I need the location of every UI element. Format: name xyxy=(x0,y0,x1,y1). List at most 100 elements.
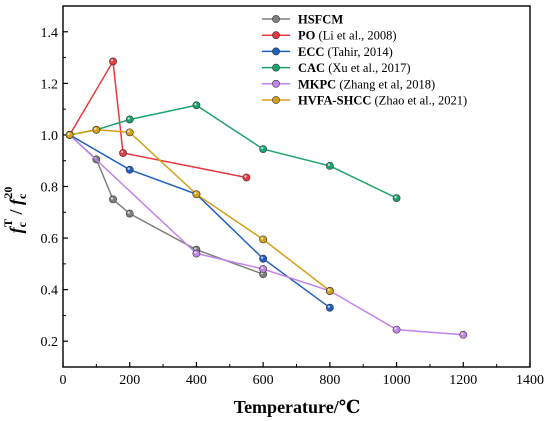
data-point-highlight xyxy=(260,266,264,270)
data-point-highlight xyxy=(94,127,97,130)
legend-label: PO (Li et al., 2008) xyxy=(298,29,397,43)
data-point-highlight xyxy=(110,59,114,62)
data-point xyxy=(92,125,101,134)
x-tick-label: 1400 xyxy=(516,373,544,388)
data-point-highlight xyxy=(394,327,397,330)
y-axis-title-sub2: c xyxy=(15,193,29,199)
legend-label-rest: (Li et al., 2008) xyxy=(315,29,396,43)
series-1 xyxy=(65,57,251,182)
data-point xyxy=(259,265,268,273)
y-tick-label: 0.4 xyxy=(41,284,59,299)
y-axis-title-slash: / xyxy=(6,205,26,219)
legend-label-rest: (Xu et al., 2017) xyxy=(325,61,410,75)
x-tick-label: 400 xyxy=(186,373,207,388)
x-tick-label: 1000 xyxy=(383,373,411,388)
series-5 xyxy=(65,125,334,295)
data-point xyxy=(242,173,251,182)
data-point xyxy=(192,101,201,110)
y-tick-label: 0.8 xyxy=(41,181,59,196)
data-point-highlight xyxy=(67,132,70,136)
y-axis-title-sup2: 20 xyxy=(1,187,15,199)
data-point xyxy=(109,195,117,204)
series-line xyxy=(69,59,247,179)
series-3 xyxy=(65,101,401,203)
legend-label-bold: HVFA-SHCC xyxy=(298,94,371,108)
data-point xyxy=(325,303,334,312)
data-point xyxy=(259,254,268,263)
legend-marker xyxy=(272,96,280,104)
series-0 xyxy=(65,131,268,279)
data-point-highlight xyxy=(194,192,197,195)
data-point-highlight xyxy=(327,305,331,308)
legend-label: CAC (Xu et al., 2017) xyxy=(298,61,411,75)
y-axis-title-f2: f xyxy=(6,197,26,205)
data-point-highlight xyxy=(194,247,197,250)
data-point-highlight xyxy=(461,332,464,335)
series-line xyxy=(69,134,331,309)
data-point-highlight xyxy=(260,237,264,240)
data-point xyxy=(125,128,134,137)
legend-label-rest: (Zhang et al, 2018) xyxy=(336,77,435,91)
data-point-highlight xyxy=(260,256,264,259)
y-axis-title-f1: f xyxy=(6,225,26,233)
plot-frame xyxy=(62,5,531,368)
data-point xyxy=(125,209,134,218)
data-point xyxy=(125,115,134,124)
data-point-highlight xyxy=(120,150,124,154)
data-point xyxy=(325,287,334,295)
axes: 0 200 400 600 800 1000 1200 1400 0.2 0.4 0.6 0.8 1.0… xyxy=(41,5,544,388)
data-point xyxy=(392,325,401,334)
series-line xyxy=(69,129,331,292)
y-tick-label: 1.4 xyxy=(41,26,59,41)
svg-text:fcT / fc20: fcT / fc20 xyxy=(1,187,29,234)
y-tick-label: 1.0 xyxy=(41,129,59,144)
y-tick-label: 0.6 xyxy=(41,232,59,247)
legend-label-rest: (Tahir, 2014) xyxy=(324,45,392,59)
legend-label: HSFCM xyxy=(298,13,343,27)
data-point-highlight xyxy=(260,146,264,150)
legend-marker xyxy=(272,79,280,88)
legend-marker xyxy=(272,47,280,56)
data-point xyxy=(109,57,117,66)
data-point xyxy=(259,145,268,154)
data-point-highlight xyxy=(244,175,247,178)
y-axis-title-sup1: T xyxy=(1,219,15,227)
series-4 xyxy=(65,131,468,339)
y-axis-title-sub1: c xyxy=(15,221,29,227)
x-tick-label: 800 xyxy=(319,373,340,388)
x-tick-label: 200 xyxy=(119,373,140,388)
data-point xyxy=(259,235,268,244)
x-tick-label: 600 xyxy=(253,373,274,388)
data-point-highlight xyxy=(127,130,130,133)
data-point-highlight xyxy=(194,251,197,254)
legend: HSFCM PO (Li et al., 2008) ECC (Tahir, 201… xyxy=(262,13,467,108)
legend-marker xyxy=(272,63,280,72)
x-axis-title: Temperature/℃ xyxy=(234,397,361,417)
series-line xyxy=(69,134,464,336)
series-layer xyxy=(65,57,468,339)
series-2 xyxy=(65,131,334,312)
x-tick-label: 0 xyxy=(60,373,67,388)
data-point-highlight xyxy=(327,288,331,292)
y-tick-label: 0.2 xyxy=(41,335,59,350)
y-axis-title: fcT / fc20 xyxy=(1,187,29,234)
x-tick-label: 1200 xyxy=(449,373,477,388)
legend-marker xyxy=(272,31,280,40)
legend-label-bold: ECC xyxy=(298,45,324,59)
data-point-highlight xyxy=(194,103,197,106)
series-line xyxy=(69,134,264,275)
data-point xyxy=(392,194,401,203)
legend-label-bold: PO xyxy=(298,29,316,43)
legend-label-bold: HSFCM xyxy=(298,13,343,27)
data-point xyxy=(125,165,134,174)
legend-label-bold: CAC xyxy=(298,61,325,75)
data-point xyxy=(119,149,127,157)
legend-label: MKPC (Zhang et al, 2018) xyxy=(298,77,435,91)
legend-label-rest: (Zhao et al., 2021) xyxy=(371,94,467,108)
data-point-highlight xyxy=(127,211,130,214)
data-point-highlight xyxy=(394,195,397,199)
data-point xyxy=(192,190,201,199)
data-point xyxy=(65,131,74,139)
